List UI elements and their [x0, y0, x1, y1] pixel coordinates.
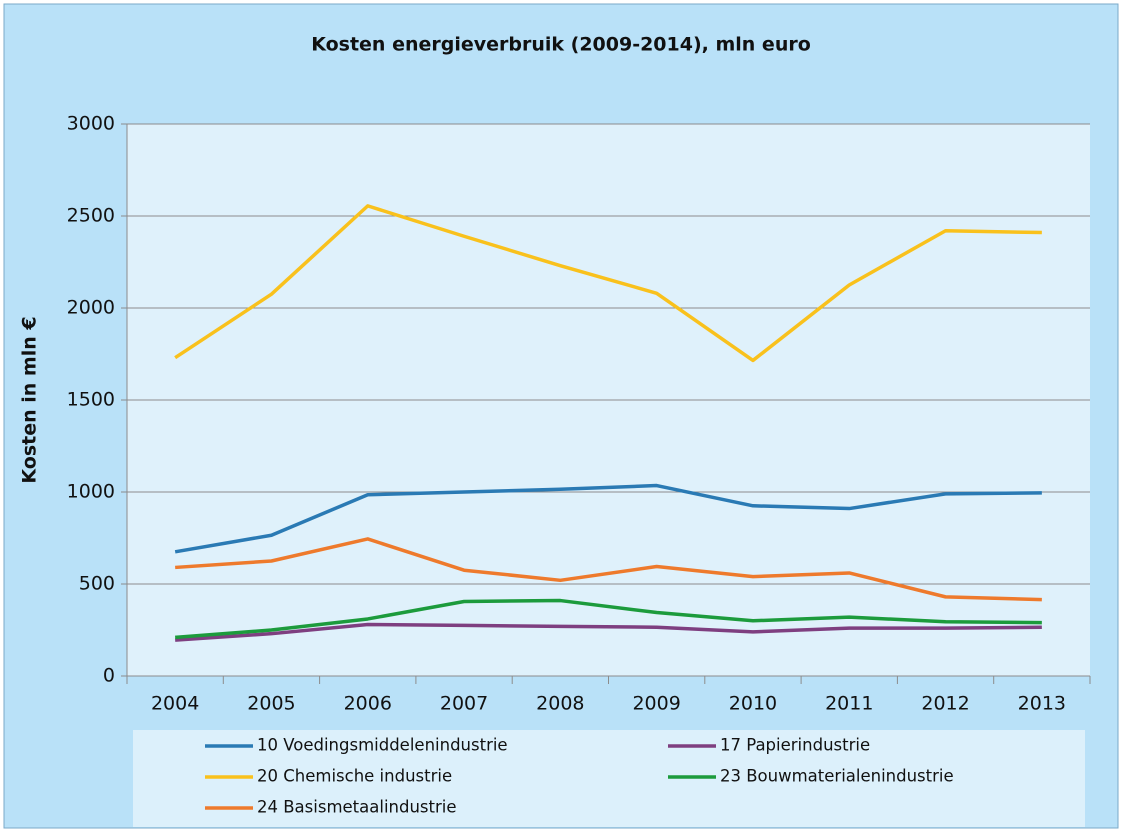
x-tick-label: 2008	[536, 693, 584, 715]
x-tick-label: 2007	[440, 693, 488, 715]
x-tick-label: 2013	[1018, 693, 1066, 715]
x-tick-label: 2006	[344, 693, 392, 715]
series-line	[174, 483, 1042, 554]
series-line	[174, 204, 1042, 363]
x-tick-label: 2005	[247, 693, 295, 715]
y-tick-label: 0	[103, 665, 115, 687]
legend-label: 23 Bouwmaterialenindustrie	[720, 767, 954, 786]
y-axis-label: Kosten in mln €	[19, 316, 41, 483]
x-tick-label: 2004	[151, 693, 199, 715]
y-tick-label: 3000	[67, 113, 115, 135]
series-line	[175, 598, 1042, 640]
y-tick-label: 2000	[67, 297, 115, 319]
y-tick-label: 500	[79, 573, 115, 595]
x-tick-label: 2012	[921, 693, 969, 715]
y-tick-label: 1500	[67, 389, 115, 411]
legend-background	[133, 730, 1085, 827]
chart-title: Kosten energieverbruik (2009-2014), mln …	[311, 34, 811, 56]
x-tick-label: 2009	[632, 693, 680, 715]
x-tick-label: 2011	[825, 693, 873, 715]
legend-label: 17 Papierindustrie	[720, 736, 870, 755]
legend-label: 10 Voedingsmiddelenindustrie	[257, 736, 508, 755]
series-line	[175, 622, 1042, 642]
legend-label: 20 Chemische industrie	[257, 767, 452, 786]
series-line	[175, 537, 1042, 602]
y-tick-label: 1000	[67, 481, 115, 503]
legend-label: 24 Basismetaalindustrie	[257, 798, 457, 817]
y-tick-label: 2500	[67, 205, 115, 227]
x-tick-label: 2010	[729, 693, 777, 715]
